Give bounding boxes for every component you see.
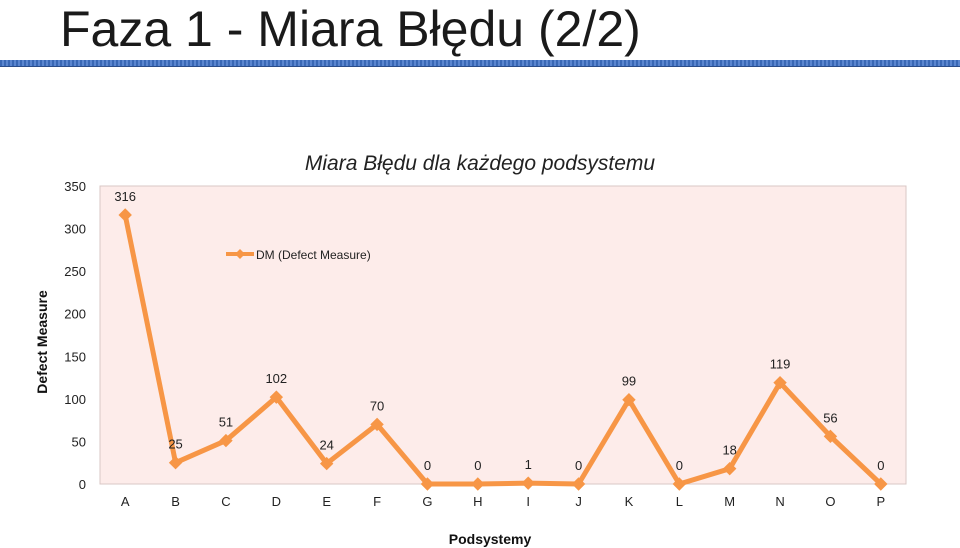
legend: DM (Defect Measure) [226,248,371,262]
y-tick-label: 150 [64,349,86,364]
series-markers [118,208,888,491]
data-label: 102 [265,371,287,386]
x-tick-label: L [676,494,683,509]
data-point-marker [370,417,384,432]
data-point-marker [118,208,132,222]
x-tick-label: A [121,494,130,509]
data-label: 0 [474,458,481,473]
data-point-marker [420,477,435,491]
data-label: 0 [877,458,884,473]
data-point-marker [874,477,888,491]
y-tick-label: 0 [79,477,86,492]
x-tick-label: F [373,494,381,509]
x-tick-label: K [625,494,634,509]
x-tick-label: D [272,494,281,509]
legend-marker [235,249,245,259]
x-axis-ticks: A B C D E F G H I J K L M N O P [121,494,885,509]
y-tick-label: 250 [64,264,86,279]
data-label: 99 [622,374,636,389]
data-point-marker [471,477,485,491]
data-point-marker [319,456,334,471]
data-label: 119 [770,357,791,372]
x-axis-title: Podsystemy [449,531,532,547]
data-point-marker [823,429,838,444]
series-line-dm [122,212,884,487]
data-label: 0 [424,458,431,473]
slide-title: Faza 1 - Miara Błędu (2/2) [60,1,641,57]
data-point-marker [571,477,586,491]
data-label: 56 [823,410,837,425]
data-label: 25 [168,437,182,452]
data-point-marker [722,461,737,476]
y-tick-label: 200 [64,307,86,322]
x-tick-label: N [775,494,784,509]
y-tick-label: 50 [72,434,86,449]
data-label: 1 [525,457,532,472]
x-tick-label: O [825,494,835,509]
x-tick-label: G [422,494,432,509]
x-tick-label: E [322,494,331,509]
data-label: 0 [676,458,683,473]
data-label: 18 [722,443,736,458]
data-label: 70 [370,398,384,413]
x-tick-label: H [473,494,482,509]
x-tick-label: J [575,494,582,509]
title-rule-line [0,66,960,67]
data-point-marker [622,393,636,407]
data-label: 51 [219,415,233,430]
y-tick-label: 350 [64,179,86,194]
data-point-marker [672,477,687,491]
chart-title: Miara Błędu dla każdego podsystemu [305,152,656,175]
data-point-marker [219,433,233,448]
y-tick-label: 100 [64,392,86,407]
x-tick-label: M [724,494,735,509]
data-point-marker [269,390,284,404]
data-label: 24 [319,438,333,453]
y-tick-label: 300 [64,222,86,237]
data-label: 316 [114,189,136,204]
x-tick-label: B [171,494,180,509]
y-axis-title: Defect Measure [34,290,50,394]
data-labels: 316 25 51 102 24 70 0 0 1 0 99 0 18 119 56 0 [114,189,884,473]
data-point-marker [773,375,787,390]
x-tick-label: I [526,494,530,509]
x-tick-label: P [876,494,885,509]
data-point-marker [521,476,535,490]
y-axis-ticks: 0 50 100 150 200 250 300 350 [64,179,86,492]
x-tick-label: C [221,494,230,509]
data-label: 0 [575,458,582,473]
legend-label: DM (Defect Measure) [256,248,371,262]
data-point-marker [168,456,183,470]
title-rule [0,60,960,66]
